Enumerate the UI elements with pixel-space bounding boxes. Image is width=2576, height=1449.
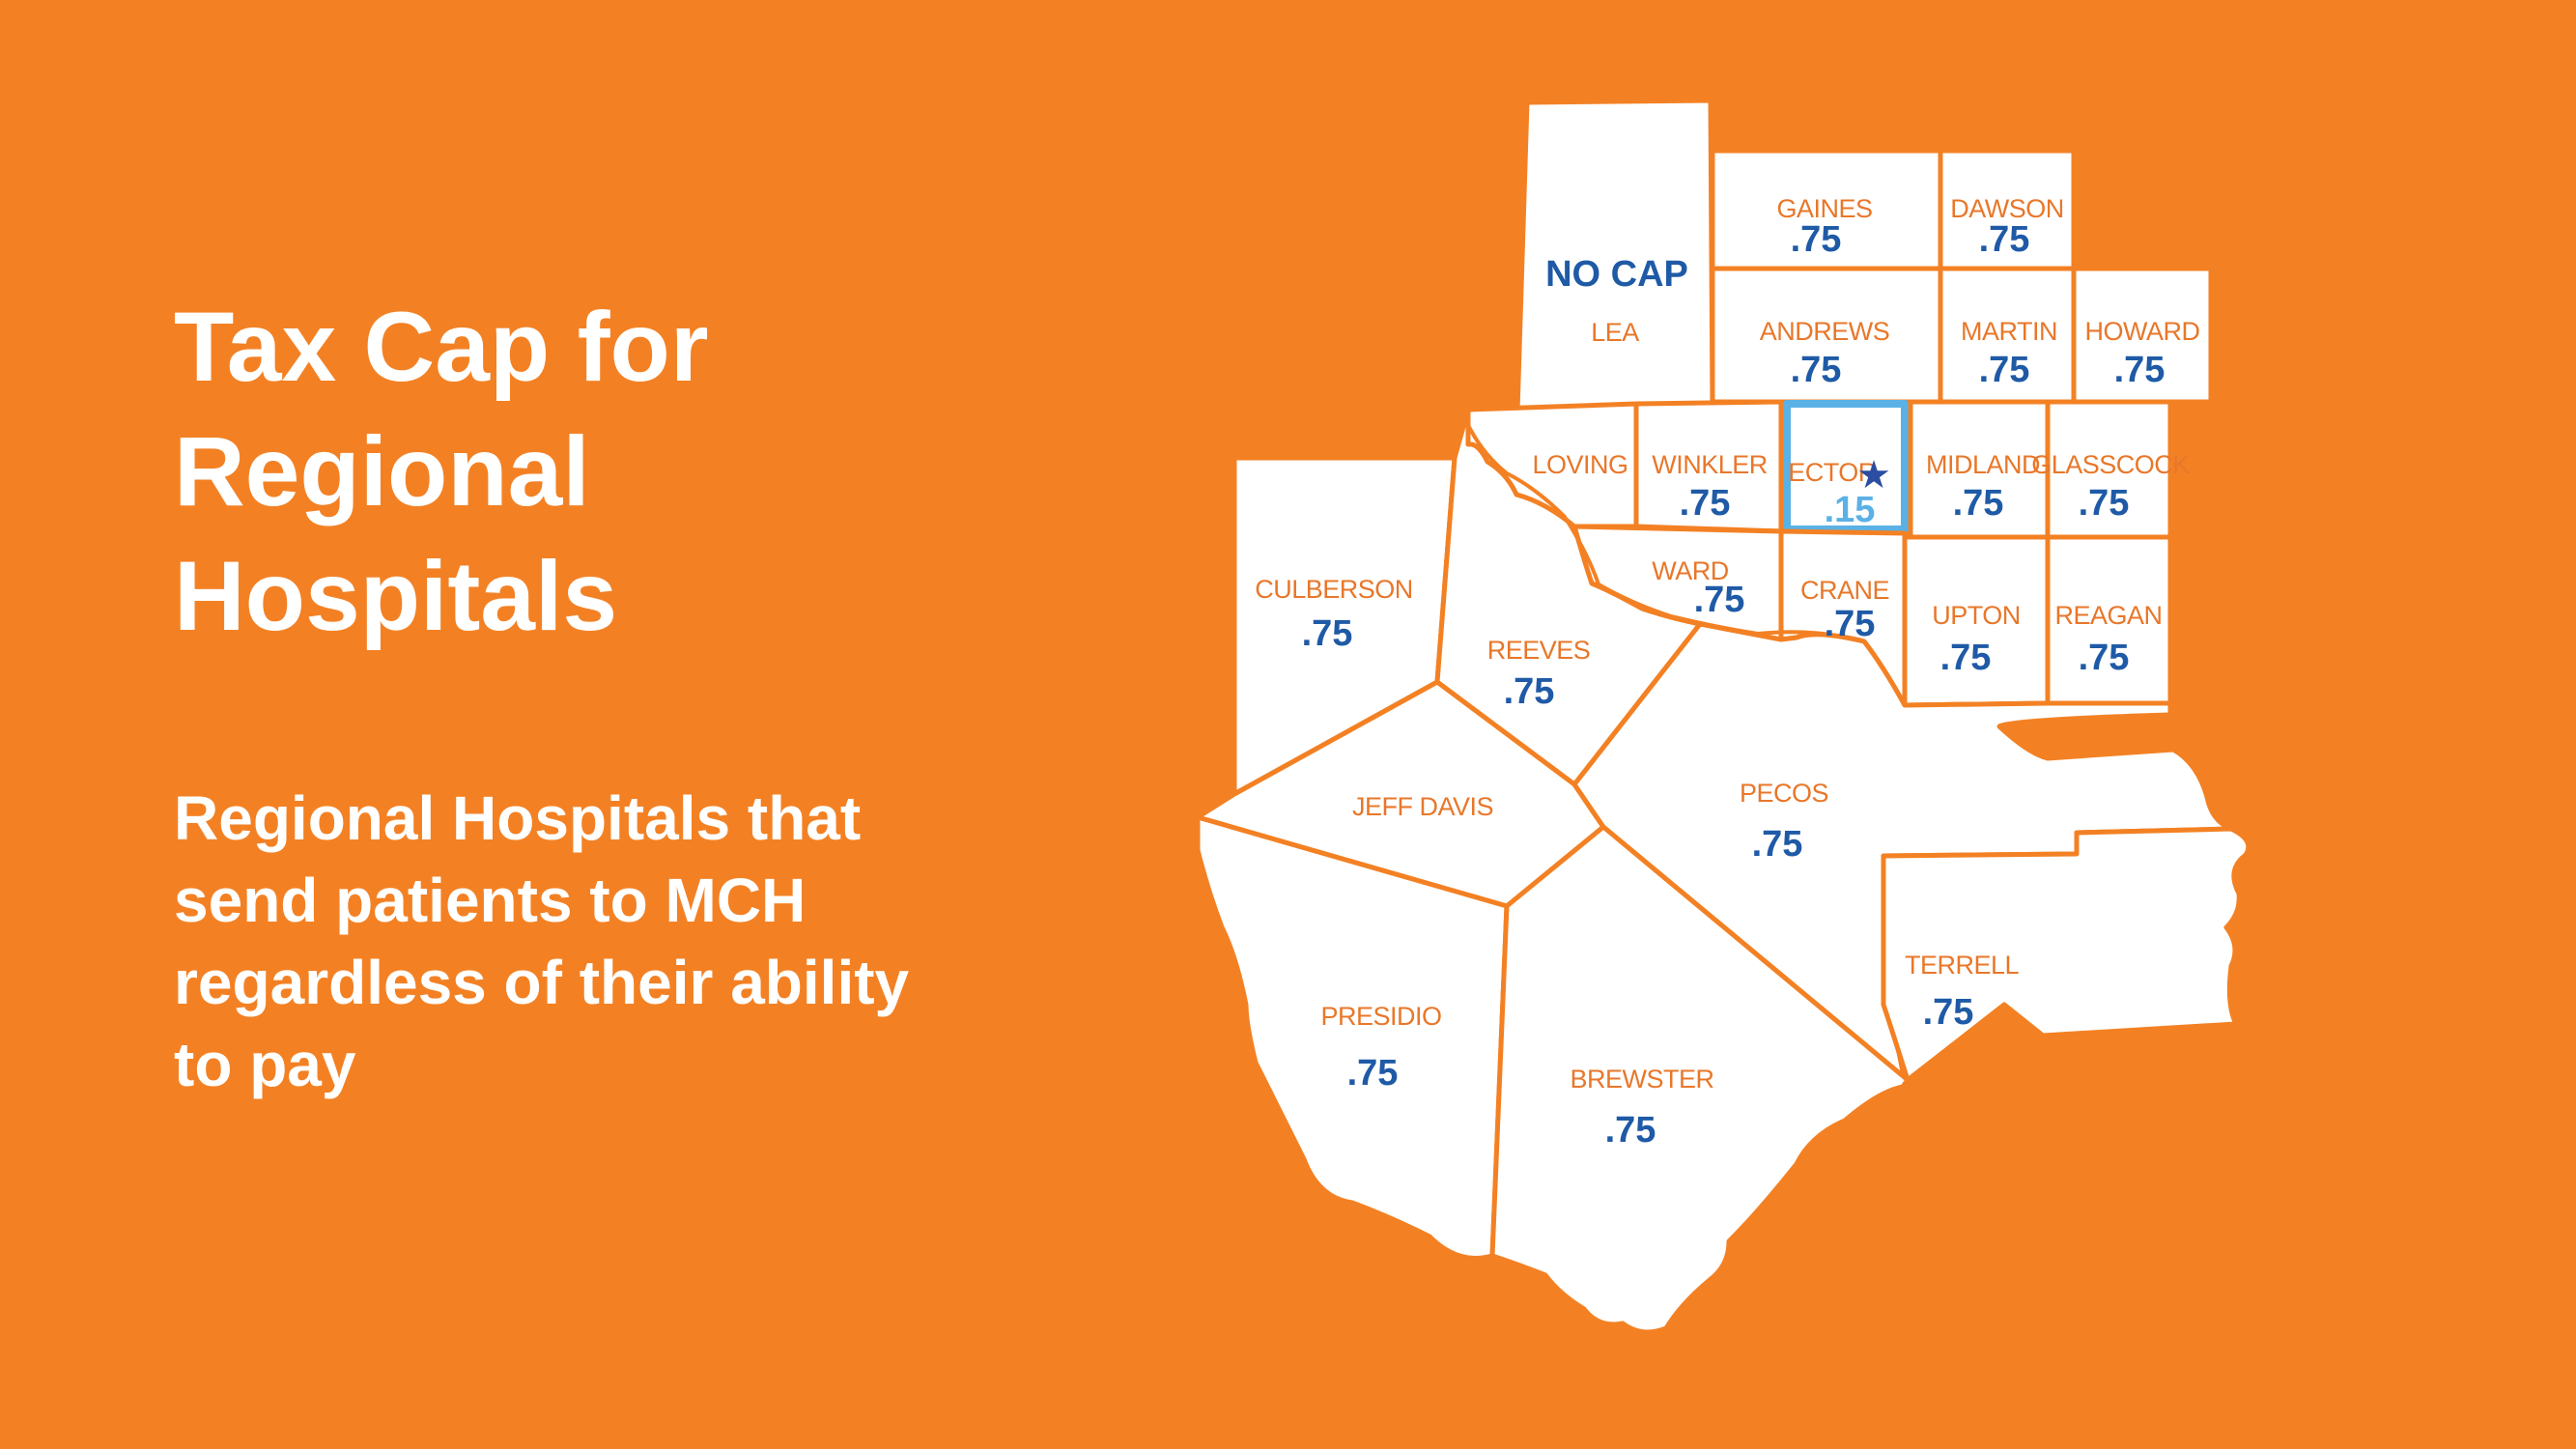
county-name-crane: CRANE	[1800, 576, 1889, 605]
county-name-terrell: TERRELL	[1905, 951, 2020, 980]
star-icon: ★	[1856, 454, 1891, 497]
county-name-andrews: ANDREWS	[1760, 317, 1890, 346]
county-name-jeffdavis: JEFF DAVIS	[1352, 792, 1493, 821]
county-howard	[2071, 266, 2214, 405]
county-name-culberson: CULBERSON	[1255, 575, 1413, 604]
county-cap-andrews: .75	[1791, 350, 1842, 390]
county-cap-reeves: .75	[1504, 671, 1555, 712]
county-name-winkler: WINKLER	[1652, 450, 1768, 479]
title-line-1: Tax Cap for	[174, 292, 709, 402]
title-line-2: Regional	[174, 416, 590, 526]
county-cap-martin: .75	[1979, 350, 2030, 390]
county-cap-midland: .75	[1953, 483, 2004, 524]
county-name-dawson: DAWSON	[1950, 194, 2064, 223]
county-cap-lea: NO CAP	[1545, 254, 1688, 295]
county-cap-reagan: .75	[2079, 638, 2130, 678]
county-cap-upton: .75	[1940, 638, 1992, 678]
subtitle-line-4: to pay	[174, 1030, 356, 1099]
county-terrell	[1881, 826, 2251, 1083]
county-cap-presidio: .75	[1347, 1053, 1399, 1094]
county-cap-glasscock: .75	[2079, 483, 2130, 524]
county-name-ward: WARD	[1652, 556, 1729, 585]
county-name-loving: LOVING	[1532, 450, 1628, 479]
county-name-upton: UPTON	[1932, 601, 2021, 630]
county-name-glasscock: GLASSCOCK	[2031, 450, 2190, 479]
county-name-lea: LEA	[1591, 318, 1639, 347]
county-cap-ward: .75	[1694, 580, 1745, 620]
county-ector	[1783, 400, 1909, 533]
county-presidio	[1195, 814, 1510, 1261]
county-name-howard: HOWARD	[2085, 317, 2200, 346]
county-name-brewster: BREWSTER	[1570, 1065, 1713, 1094]
county-name-reagan: REAGAN	[2054, 601, 2162, 630]
river-line	[1466, 424, 1865, 643]
county-cap-culberson: .75	[1302, 613, 1353, 654]
county-cap-gaines: .75	[1791, 219, 1842, 260]
county-cap-dawson: .75	[1979, 219, 2030, 260]
county-cap-winkler: .75	[1680, 483, 1731, 524]
county-cap-howard: .75	[2114, 350, 2166, 390]
county-name-reeves: REEVES	[1487, 636, 1591, 665]
county-cap-terrell: .75	[1923, 992, 1974, 1033]
subtitle-line-1: Regional Hospitals that	[174, 783, 862, 853]
county-brewster	[1489, 824, 1911, 1335]
county-name-midland: MIDLAND	[1926, 450, 2040, 479]
county-name-ector: ECTOR	[1788, 458, 1877, 487]
county-cap-brewster: .75	[1605, 1110, 1656, 1151]
county-name-pecos: PECOS	[1740, 779, 1828, 808]
county-name-martin: MARTIN	[1961, 317, 2057, 346]
slide-subtitle: Regional Hospitals that send patients to…	[174, 778, 1005, 1106]
county-cap-ector: .15	[1825, 490, 1876, 530]
subtitle-line-2: send patients to MCH	[174, 866, 807, 935]
subtitle-line-3: regardless of their ability	[174, 948, 910, 1017]
county-cap-pecos: .75	[1752, 824, 1803, 865]
county-name-gaines: GAINES	[1776, 194, 1872, 223]
slide-title: Tax Cap for Regional Hospitals	[174, 285, 927, 659]
title-line-3: Hospitals	[174, 541, 618, 651]
county-name-presidio: PRESIDIO	[1320, 1002, 1441, 1031]
county-cap-crane: .75	[1825, 604, 1876, 644]
